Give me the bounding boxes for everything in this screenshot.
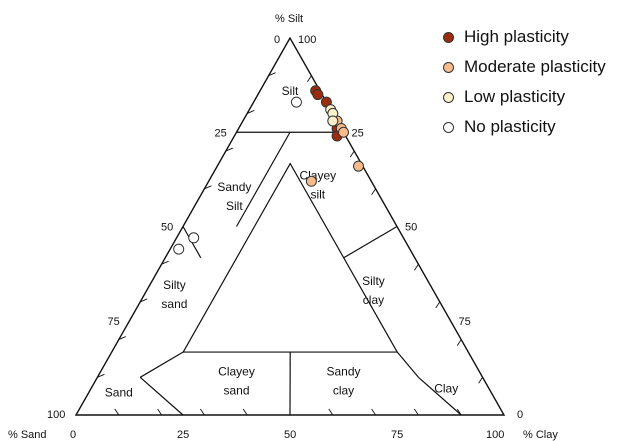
point-high-plasticity (312, 89, 324, 101)
tick-left (161, 260, 169, 265)
data-points (173, 85, 364, 255)
point-moderate-plasticity (305, 175, 317, 187)
region-label-clay: Clay (434, 382, 458, 396)
region-label-sandy-clay: clay (333, 384, 354, 398)
legend-item: High plasticity (443, 22, 628, 52)
tick-right (371, 188, 376, 196)
tick-bottom (200, 408, 205, 416)
boundary-silty-clay-top (343, 225, 398, 259)
tick-left (118, 336, 126, 341)
region-label-clayey-sand: sand (223, 384, 249, 398)
tick-right (349, 150, 355, 158)
silt-apex-label-100: 100 (298, 34, 316, 46)
sand-axis-tick-label: 50 (284, 429, 296, 441)
tick-right (435, 301, 441, 309)
region-label-clayey-silt: silt (310, 188, 325, 202)
region-label-silty-sand: sand (161, 297, 187, 311)
tick-right (414, 263, 419, 271)
clay-axis-title: % Clay (523, 429, 558, 441)
region-label-sandy-clay: Sandy (326, 365, 360, 379)
legend-marker (443, 91, 454, 103)
legend-item: Low plasticity (443, 82, 628, 112)
tick-labels: 25 25 50 50 75 75 0 25 50 75 100 (70, 127, 504, 441)
tick-left (247, 109, 255, 114)
tick-left (204, 185, 212, 190)
region-label-clayey-sand: Clayey (218, 365, 255, 379)
tick-bottom (242, 408, 248, 416)
legend-marker (443, 61, 454, 73)
tick-bottom (114, 408, 120, 416)
boundary-clay-sandy-clay (396, 351, 419, 378)
boundary-sand-lower (139, 376, 184, 416)
point-low-plasticity (327, 115, 339, 127)
tick-left (140, 298, 148, 303)
point-no-plasticity (188, 232, 200, 244)
boundary-sand-clayey-sand (139, 351, 184, 378)
legend-item: No plasticity (443, 112, 628, 142)
tick-right (478, 377, 483, 384)
sand-corner-label: 100 (47, 409, 65, 421)
silt-tick-label: 25 (215, 127, 227, 139)
region-boundaries (74, 36, 506, 416)
legend-label: Low plasticity (464, 87, 566, 106)
clay-corner-label: 0 (517, 409, 523, 421)
tick-bottom (157, 408, 162, 416)
silt-tick-label: 75 (108, 316, 120, 328)
region-label-silt: Silt (282, 84, 299, 98)
region-label-silty-clay: clay (363, 293, 384, 307)
silt-tick-label: 50 (161, 222, 173, 234)
sand-axis-tick-label: 100 (486, 429, 504, 441)
clay-edge-tick-label: 25 (352, 127, 364, 139)
tick-right (456, 339, 462, 346)
tick-left (268, 72, 276, 77)
region-label-clayey-silt: Clayey (299, 169, 336, 183)
region-labels: Silt Sandy Silt Clayey silt Silty sand Silty cla… (105, 84, 458, 400)
legend-label: High plasticity (464, 27, 569, 46)
point-no-plasticity (173, 243, 185, 255)
tick-bottom (371, 408, 376, 416)
legend-marker (443, 31, 454, 43)
sand-axis-title: % Sand (8, 429, 47, 441)
region-label-silty-sand: Silty (163, 278, 186, 292)
tick-bottom (414, 408, 419, 416)
tick-right (307, 75, 312, 82)
legend-item: Moderate plasticity (443, 52, 628, 82)
sand-axis-tick-label: 75 (391, 429, 403, 441)
point-moderate-plasticity (338, 126, 349, 138)
region-label-silty-clay: Silty (362, 274, 385, 288)
tick-bottom (456, 408, 462, 416)
region-label-sand: Sand (105, 385, 133, 399)
tick-bottom (328, 408, 334, 416)
legend-label: No plasticity (464, 117, 556, 136)
legend: High plasticity Moderate plasticity Low pl… (443, 22, 628, 142)
region-label-sandy-silt: Silt (226, 199, 243, 213)
boundary-clay-lower (418, 376, 462, 416)
central-triangle (182, 162, 399, 353)
sand-axis-tick-label: 25 (177, 429, 189, 441)
point-moderate-plasticity (352, 160, 364, 172)
tick-left (225, 147, 233, 152)
clay-edge-tick-label: 75 (459, 316, 471, 328)
clay-edge-tick-label: 50 (405, 222, 417, 234)
tick-left (97, 373, 105, 378)
legend-label: Moderate plasticity (464, 57, 606, 76)
silt-apex-label-0: 0 (274, 34, 280, 46)
sand-axis-tick-label: 0 (70, 429, 76, 441)
legend-marker (443, 121, 454, 133)
boundary-sandy-clayey-silt (235, 131, 291, 227)
silt-axis-title: % Silt (275, 13, 303, 25)
region-label-sandy-silt: Sandy (217, 180, 251, 194)
point-no-plasticity (290, 96, 302, 108)
